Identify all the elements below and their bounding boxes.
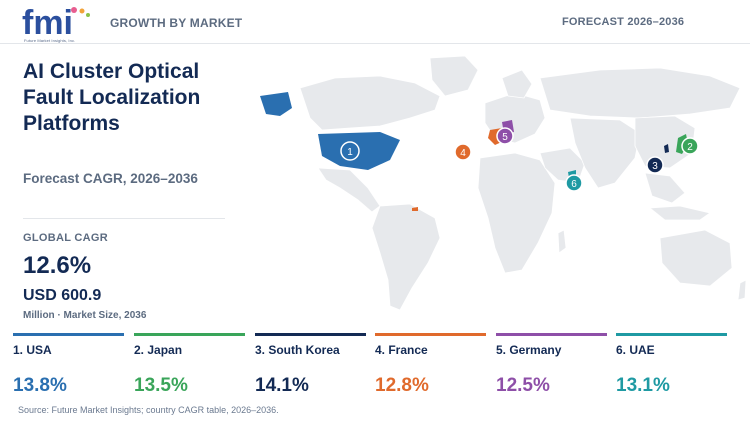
country-card-south-korea[interactable]: 3. South Korea 14.1% xyxy=(255,333,366,403)
svg-text:5: 5 xyxy=(502,132,508,143)
svg-text:2: 2 xyxy=(687,142,693,153)
marker-japan[interactable]: 2 xyxy=(681,137,699,155)
fmi-logo[interactable]: fmi xyxy=(22,6,92,42)
country-cagr: 13.5% xyxy=(134,375,188,396)
global-cagr-value: 12.6% xyxy=(23,252,92,279)
summary-divider xyxy=(23,218,225,219)
country-card-uae[interactable]: 6. UAE 13.1% xyxy=(616,333,727,403)
country-name: 3. South Korea xyxy=(255,343,340,357)
market-size-caption: Million · Market Size, 2036 xyxy=(23,310,147,321)
country-name: 1. USA xyxy=(13,343,52,357)
country-cagr: 14.1% xyxy=(255,375,309,396)
source-footnote: Source: Future Market Insights; country … xyxy=(18,405,279,415)
logo-subtext: Future Market Insights, Inc. xyxy=(24,38,76,43)
map-region-alaska xyxy=(260,92,292,116)
svg-text:6: 6 xyxy=(571,179,577,190)
forecast-period-label: FORECAST 2026–2036 xyxy=(562,16,685,28)
country-cagr: 13.8% xyxy=(13,375,67,396)
svg-text:1: 1 xyxy=(347,147,353,158)
country-name: 2. Japan xyxy=(134,343,183,357)
country-cards: 1. USA 13.8% 2. Japan 13.5% 3. South Kor… xyxy=(13,333,733,403)
report-title: AI Cluster Optical Fault Localization Pl… xyxy=(23,60,201,135)
card-accent-bar xyxy=(134,333,245,336)
card-accent-bar xyxy=(375,333,486,336)
map-landmass xyxy=(299,55,747,311)
map-region-south-korea xyxy=(664,144,669,153)
report-subtitle: Forecast CAGR, 2026–2036 xyxy=(23,171,198,186)
marker-france[interactable]: 4 xyxy=(454,143,472,161)
marker-germany[interactable]: 5 xyxy=(496,127,514,145)
country-cagr: 12.5% xyxy=(496,375,550,396)
marker-usa[interactable]: 1 xyxy=(340,141,360,161)
country-cagr: 12.8% xyxy=(375,375,429,396)
card-accent-bar xyxy=(255,333,366,336)
svg-text:fmi: fmi xyxy=(22,6,73,42)
card-accent-bar xyxy=(13,333,124,336)
svg-text:4: 4 xyxy=(460,148,466,159)
country-card-france[interactable]: 4. France 12.8% xyxy=(375,333,486,403)
country-name: 5. Germany xyxy=(496,343,562,357)
country-card-germany[interactable]: 5. Germany 12.5% xyxy=(496,333,607,403)
market-size-value: USD 600.9 xyxy=(23,287,102,304)
global-cagr-label: GLOBAL CAGR xyxy=(23,232,108,244)
world-map: 1 2 3 4 5 6 xyxy=(260,55,747,311)
country-name: 4. France xyxy=(375,343,428,357)
country-cagr: 13.1% xyxy=(616,375,670,396)
card-accent-bar xyxy=(496,333,607,336)
card-accent-bar xyxy=(616,333,727,336)
header-bar: fmi Future Market Insights, Inc. GROWTH … xyxy=(0,0,750,44)
section-label: GROWTH BY MARKET xyxy=(110,16,243,30)
svg-text:3: 3 xyxy=(652,161,658,172)
marker-uae[interactable]: 6 xyxy=(565,174,583,192)
marker-south-korea[interactable]: 3 xyxy=(646,156,664,174)
country-name: 6. UAE xyxy=(616,343,655,357)
country-card-japan[interactable]: 2. Japan 13.5% xyxy=(134,333,245,403)
country-card-usa[interactable]: 1. USA 13.8% xyxy=(13,333,124,403)
map-region-caribbean xyxy=(412,207,418,211)
